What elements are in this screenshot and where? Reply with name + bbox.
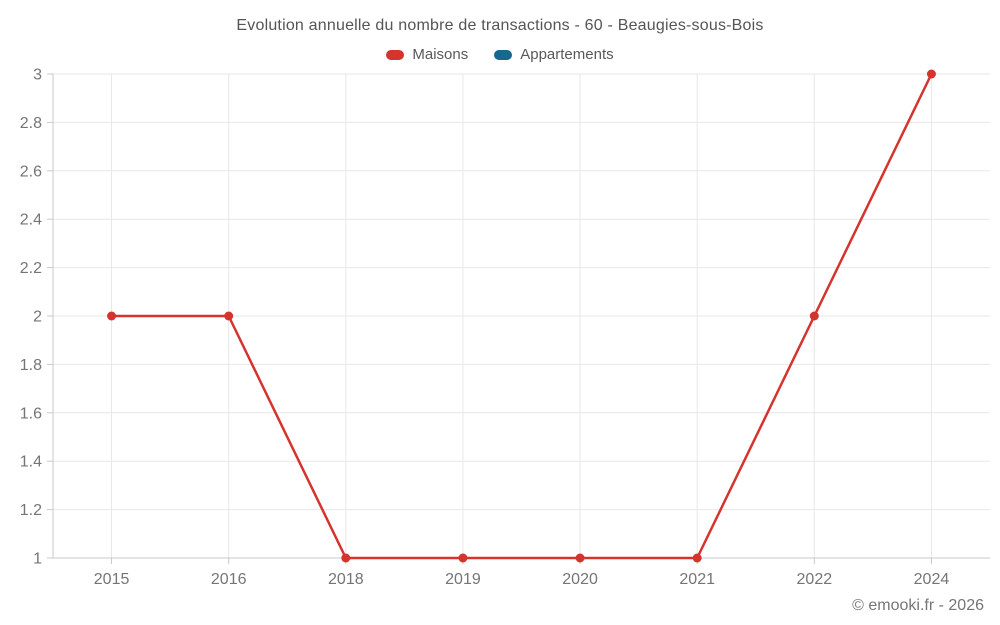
x-tick-label: 2016 bbox=[211, 571, 247, 588]
data-point-maisons-2024[interactable] bbox=[926, 69, 936, 79]
series-group bbox=[107, 69, 936, 563]
data-point-maisons-2020[interactable] bbox=[575, 553, 585, 563]
axes-group bbox=[47, 73, 990, 564]
series-line-maisons bbox=[111, 73, 933, 560]
y-tick-label: 2 bbox=[33, 309, 42, 326]
tick-labels-group: 3 2.8 2.6 2.4 2.2 2 1.8 1.6 1.4 1.2 1 2015 2016 2018 2… bbox=[20, 67, 950, 589]
y-tick-label: 1 bbox=[33, 551, 42, 568]
legend-label-appartements: Appartements bbox=[520, 46, 614, 63]
x-tick-label: 2022 bbox=[797, 571, 833, 588]
data-point-maisons-2018[interactable] bbox=[341, 553, 351, 563]
y-tick-label: 1.6 bbox=[20, 405, 42, 422]
y-tick-label: 1.4 bbox=[20, 454, 42, 471]
legend-label-maisons: Maisons bbox=[412, 46, 469, 63]
y-tick-label: 2.6 bbox=[20, 163, 42, 180]
data-point-maisons-2016[interactable] bbox=[224, 311, 234, 321]
data-point-maisons-2021[interactable] bbox=[692, 553, 702, 563]
y-tick-label: 2.8 bbox=[20, 115, 42, 132]
gridlines-group bbox=[53, 73, 990, 559]
y-tick-label: 2.2 bbox=[20, 260, 42, 277]
x-tick-label: 2024 bbox=[914, 571, 950, 588]
data-point-maisons-2019[interactable] bbox=[458, 553, 468, 563]
chart-legend: Maisons Appartements bbox=[0, 46, 1000, 63]
x-tick-label: 2019 bbox=[445, 571, 481, 588]
legend-item-maisons: Maisons bbox=[386, 46, 468, 63]
data-point-maisons-2015[interactable] bbox=[107, 311, 117, 321]
chart-title: Evolution annuelle du nombre de transact… bbox=[236, 17, 764, 34]
watermark: © emooki.fr - 2026 bbox=[852, 597, 984, 614]
legend-swatch-maisons-icon bbox=[386, 49, 405, 60]
data-point-maisons-2022[interactable] bbox=[809, 311, 819, 321]
legend-swatch-appartements-icon bbox=[494, 49, 513, 60]
legend-item-appartements: Appartements bbox=[494, 46, 614, 63]
y-tick-label: 2.4 bbox=[20, 212, 42, 229]
x-tick-label: 2020 bbox=[562, 571, 598, 588]
x-tick-label: 2021 bbox=[679, 571, 715, 588]
x-tick-label: 2015 bbox=[94, 571, 130, 588]
x-tick-label: 2018 bbox=[328, 571, 364, 588]
y-tick-label: 1.8 bbox=[20, 357, 42, 374]
y-tick-label: 1.2 bbox=[20, 502, 42, 519]
y-tick-label: 3 bbox=[33, 67, 42, 84]
